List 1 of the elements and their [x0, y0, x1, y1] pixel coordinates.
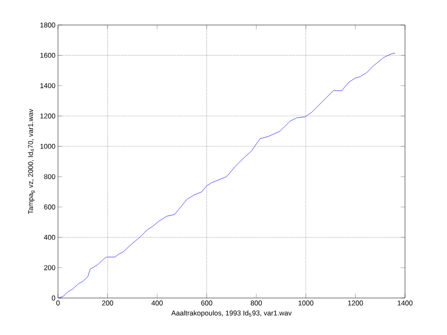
line-series	[58, 53, 396, 298]
